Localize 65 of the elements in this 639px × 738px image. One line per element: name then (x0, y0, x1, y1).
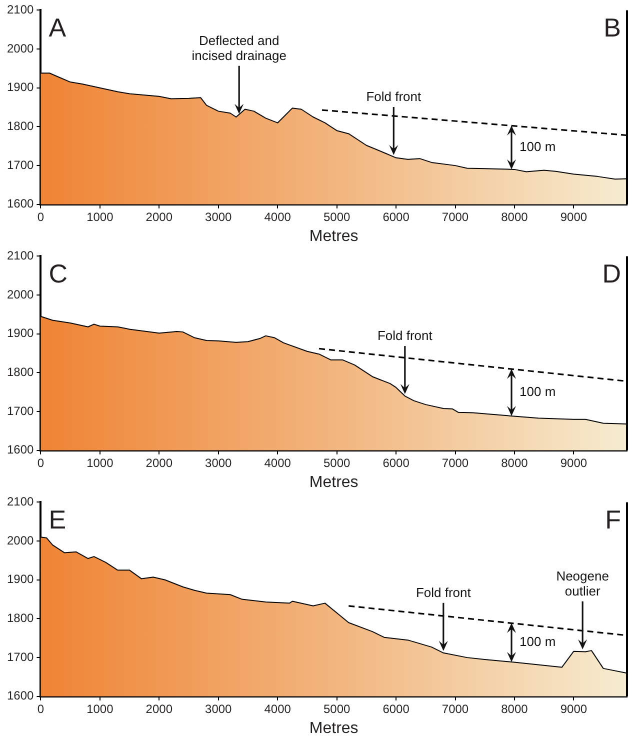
x-axis-title: Metres (309, 228, 358, 245)
x-tick-label: 0 (37, 702, 44, 716)
annotation: E (48, 504, 66, 534)
y-tick-label: 1800 (6, 611, 34, 626)
x-tick-label: 3000 (205, 702, 232, 716)
x-tick-label: 7000 (442, 702, 469, 716)
x-axis-title: Metres (309, 720, 358, 737)
annotation: Fold front (416, 584, 472, 600)
y-tick-label: 2100 (6, 248, 34, 263)
x-tick-label: 6000 (382, 702, 410, 716)
annotation: 100 m (520, 384, 556, 399)
x-axis-title: Metres (309, 474, 358, 491)
x-tick-label: 8000 (501, 210, 528, 224)
x-tick-label: 8000 (501, 702, 528, 716)
x-tick-label: 0 (37, 456, 44, 470)
y-tick-label: 2000 (6, 533, 34, 548)
y-tick-label: 1600 (6, 688, 34, 703)
y-tick-label: 1700 (6, 158, 34, 172)
x-tick-label: 1000 (86, 702, 114, 716)
x-tick-label: 0 (37, 210, 44, 224)
y-tick-label: 1900 (6, 326, 34, 340)
annotation: Fold front (366, 89, 422, 104)
x-tick-label: 3000 (205, 210, 232, 224)
x-tick-label: 9000 (560, 456, 588, 470)
x-tick-label: 3000 (205, 456, 232, 470)
y-tick-label: 1900 (6, 80, 34, 94)
x-tick-label: 5000 (323, 210, 350, 224)
y-tick-label: 2100 (6, 494, 34, 509)
annotation: B (604, 12, 621, 42)
x-tick-label: 2000 (146, 456, 173, 470)
x-tick-label: 5000 (323, 456, 350, 470)
x-tick-label: 7000 (442, 456, 469, 470)
annotation: F (605, 504, 621, 534)
annotation: C (48, 258, 68, 288)
x-tick-label: 9000 (560, 702, 588, 716)
x-tick-label: 2000 (146, 702, 173, 716)
x-tick-label: 1000 (86, 210, 114, 224)
y-tick-label: 1700 (6, 404, 34, 418)
x-tick-label: 4000 (264, 210, 292, 224)
annotation: Fold front (377, 328, 433, 344)
x-tick-label: 6000 (382, 210, 410, 224)
annotation: 100 m (520, 634, 556, 650)
x-tick-label: 9000 (560, 210, 588, 224)
y-tick-label: 1900 (6, 572, 34, 586)
y-tick-label: 1800 (6, 365, 34, 380)
y-tick-label: 2000 (6, 287, 34, 302)
y-tick-label: 1600 (6, 196, 34, 211)
x-tick-label: 4000 (264, 702, 292, 716)
x-tick-label: 4000 (264, 456, 292, 470)
annotation: 100 m (520, 139, 556, 154)
annotation: A (48, 12, 67, 42)
x-tick-label: 8000 (501, 456, 528, 470)
annotation: D (602, 258, 621, 288)
annotation: Neogene outlier (556, 568, 609, 598)
x-tick-label: 1000 (86, 456, 114, 470)
y-tick-label: 1700 (6, 650, 34, 664)
x-tick-label: 6000 (382, 456, 410, 470)
y-tick-label: 2100 (6, 2, 34, 17)
y-tick-label: 2000 (6, 41, 34, 56)
y-tick-label: 1600 (6, 442, 34, 457)
x-tick-label: 2000 (146, 210, 173, 224)
y-tick-label: 1800 (6, 119, 34, 134)
x-tick-label: 5000 (323, 702, 350, 716)
x-tick-label: 7000 (442, 210, 469, 224)
annotation: Deflected and incised drainage (192, 32, 286, 63)
